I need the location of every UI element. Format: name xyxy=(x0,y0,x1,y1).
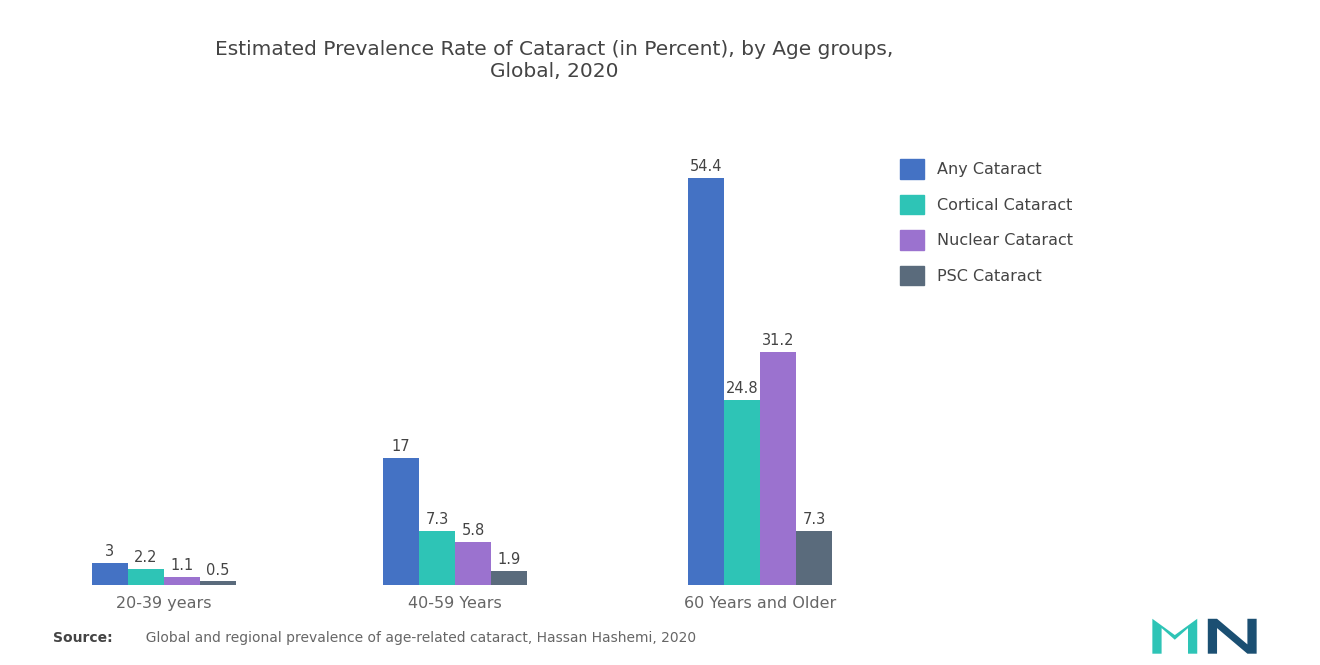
Polygon shape xyxy=(1208,618,1257,654)
Text: Source:: Source: xyxy=(53,631,112,645)
Bar xyxy=(796,531,833,585)
Text: 1.9: 1.9 xyxy=(498,552,521,567)
Text: 7.3: 7.3 xyxy=(425,512,449,527)
Legend: Any Cataract, Cortical Cataract, Nuclear Cataract, PSC Cataract: Any Cataract, Cortical Cataract, Nuclear… xyxy=(900,160,1073,285)
Bar xyxy=(418,531,455,585)
Text: 7.3: 7.3 xyxy=(803,512,826,527)
Text: 54.4: 54.4 xyxy=(690,160,722,174)
Bar xyxy=(688,178,725,585)
Text: 31.2: 31.2 xyxy=(762,333,795,348)
Text: 5.8: 5.8 xyxy=(462,523,484,538)
Bar xyxy=(91,563,128,585)
Bar xyxy=(164,577,199,585)
Bar xyxy=(760,352,796,585)
Bar xyxy=(725,400,760,585)
Text: Global and regional prevalence of age-related cataract, Hassan Hashemi, 2020: Global and regional prevalence of age-re… xyxy=(137,631,697,645)
Bar xyxy=(128,569,164,585)
Bar xyxy=(383,458,418,585)
Text: 2.2: 2.2 xyxy=(135,550,157,565)
Polygon shape xyxy=(1152,618,1197,654)
Text: 1.1: 1.1 xyxy=(170,558,194,573)
Bar xyxy=(491,571,527,585)
Text: Estimated Prevalence Rate of Cataract (in Percent), by Age groups,
Global, 2020: Estimated Prevalence Rate of Cataract (i… xyxy=(215,40,894,81)
Bar xyxy=(199,581,236,585)
Bar xyxy=(455,542,491,585)
Text: 3: 3 xyxy=(106,544,115,559)
Text: 0.5: 0.5 xyxy=(206,563,230,578)
Text: 24.8: 24.8 xyxy=(726,381,759,396)
Text: 17: 17 xyxy=(392,440,411,454)
